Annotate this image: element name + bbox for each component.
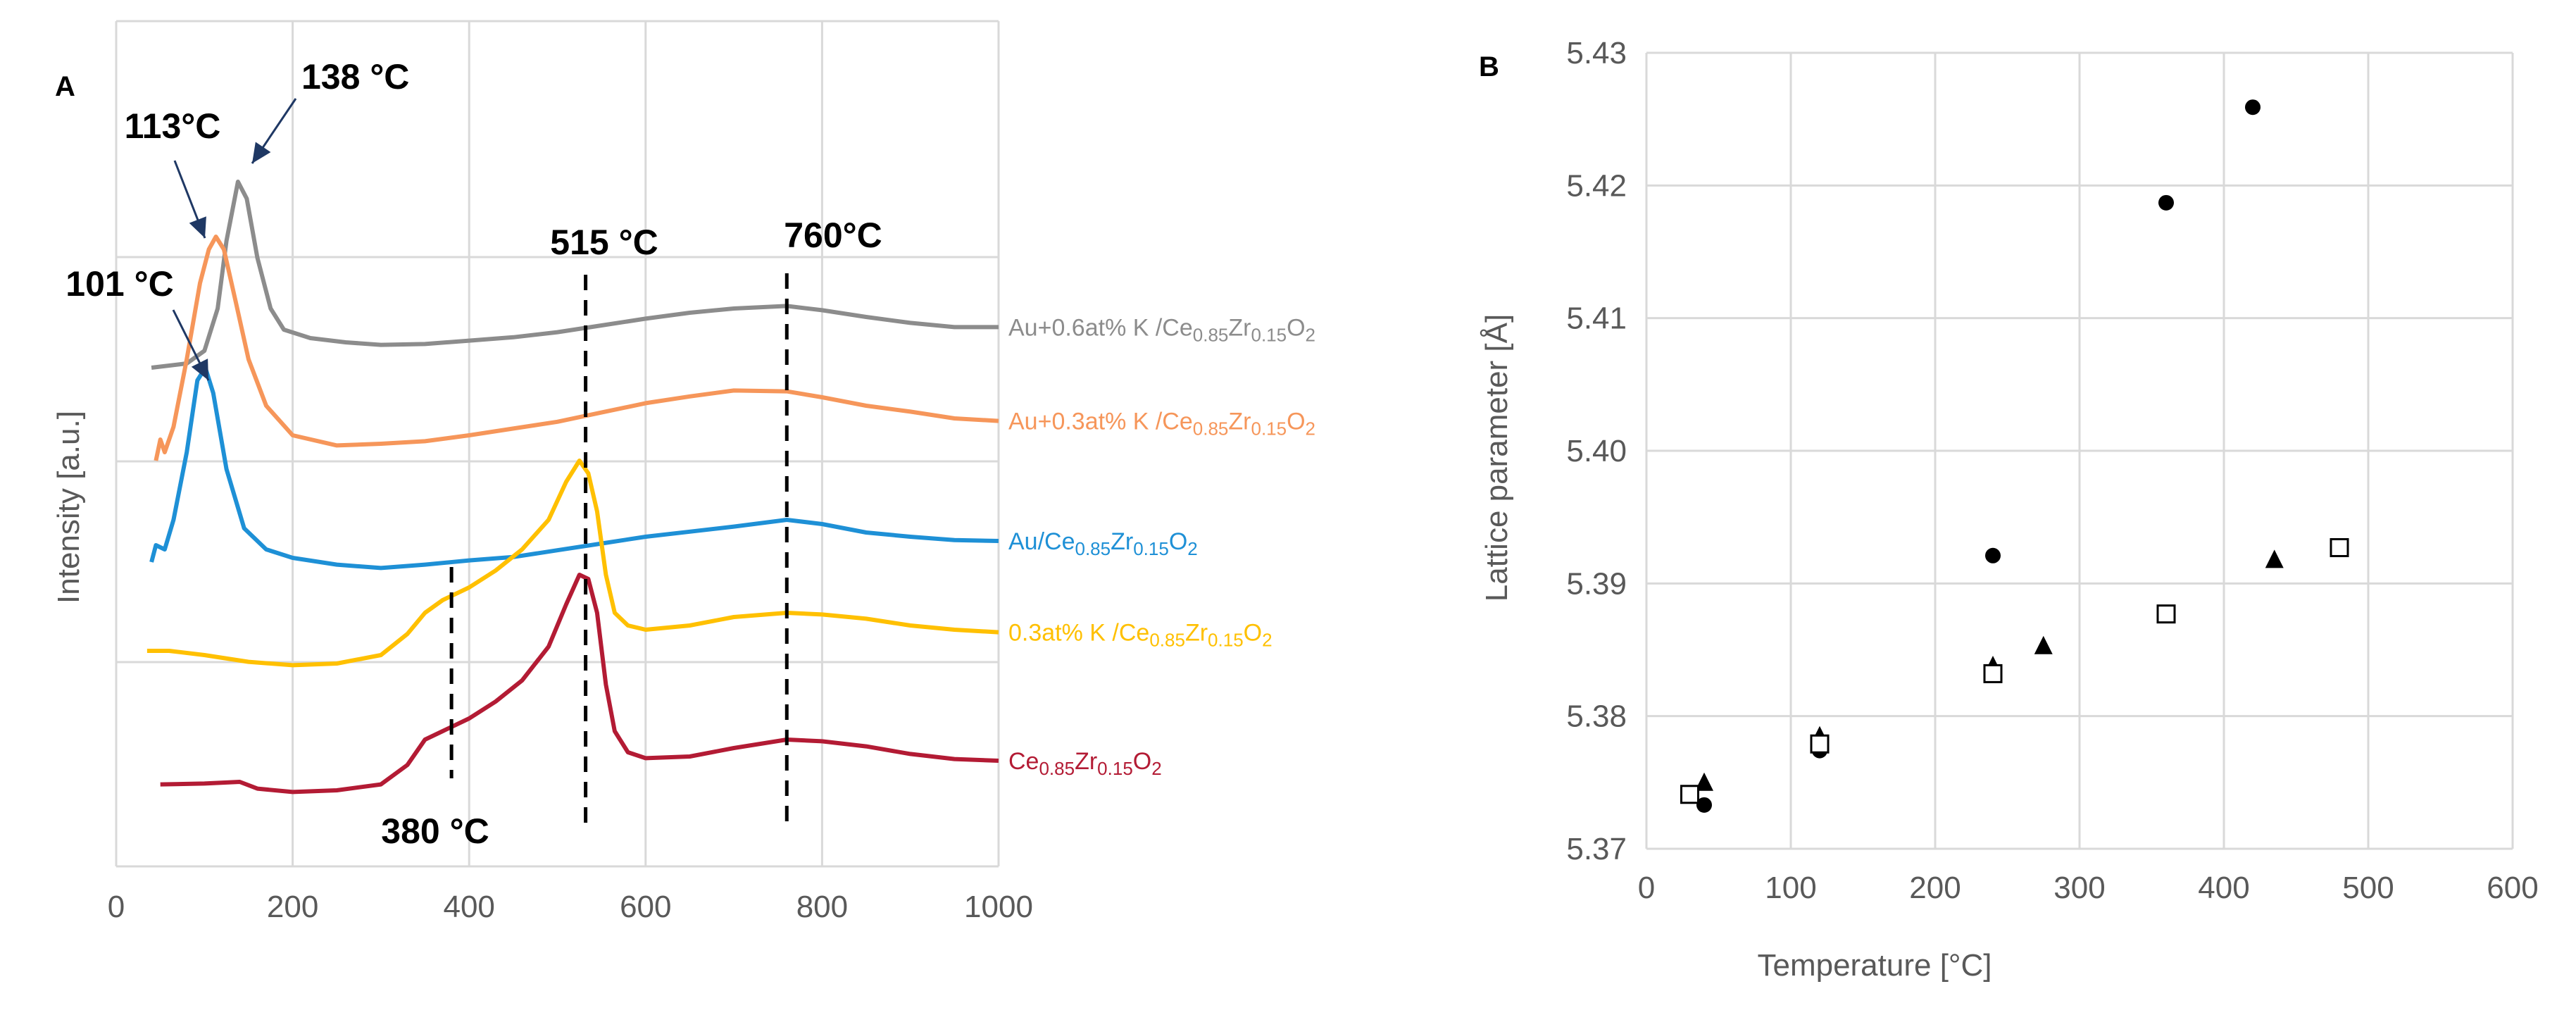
data-point-square bbox=[1810, 734, 1830, 754]
peak-annotation: 101 °C bbox=[65, 264, 173, 304]
peak-annotation: 113°C bbox=[125, 106, 221, 146]
series-label: Au+0.6at% K /Ce0.85Zr0.15O2 bbox=[1008, 314, 1315, 345]
data-point-square bbox=[1983, 664, 2003, 683]
panel-b: 0 100 200 300 400 500 600 5.37 5.38 5.39 5.40 5.41 5… bbox=[1479, 36, 2539, 983]
series-label: Au+0.3at% K /Ce0.85Zr0.15O2 bbox=[1008, 409, 1315, 440]
panel-a-x-ticks: 0 200 400 600 800 1000 bbox=[108, 890, 1033, 924]
panel-a-x-tick-label: 600 bbox=[620, 890, 671, 924]
panel-b-x-tick-label: 100 bbox=[1765, 871, 1816, 905]
series-label: Ce0.85Zr0.15O2 bbox=[1008, 748, 1162, 779]
panel-a-annotations: 138 °C 113°C 101 °C 515 °C 760°C 380 °C bbox=[65, 57, 882, 851]
panel-b-x-tick-label: 200 bbox=[1909, 871, 1961, 905]
data-point-triangle bbox=[2265, 549, 2284, 568]
panel-b-y-tick-label: 5.42 bbox=[1566, 168, 1627, 203]
panel-a-series-labels: Au+0.6at% K /Ce0.85Zr0.15O2 Au+0.3at% K /… bbox=[1008, 314, 1315, 778]
panel-b-y-tick-label: 5.43 bbox=[1566, 36, 1627, 70]
panel-a-reference-lines bbox=[449, 273, 789, 828]
peak-annotation: 138 °C bbox=[301, 57, 409, 96]
panel-b-y-axis-label: Lattice parameter [Å] bbox=[1480, 314, 1514, 602]
panel-b-y-tick-label: 5.39 bbox=[1566, 566, 1627, 601]
series-label: 0.3at% K /Ce0.85Zr0.15O2 bbox=[1008, 620, 1273, 651]
panel-a-curves bbox=[146, 180, 999, 795]
panel-a-x-tick-label: 200 bbox=[267, 890, 318, 924]
panel-a-x-tick-label: 400 bbox=[443, 890, 494, 924]
data-point-square bbox=[1680, 785, 1699, 804]
panel-a-letter: A bbox=[55, 71, 75, 102]
panel-b-y-tick-label: 5.40 bbox=[1566, 434, 1627, 468]
series-label: Au/Ce0.85Zr0.15O2 bbox=[1008, 528, 1198, 559]
panel-b-x-tick-label: 300 bbox=[2053, 871, 2105, 905]
panel-b-grid bbox=[1645, 51, 2514, 850]
data-point-square bbox=[2330, 537, 2349, 557]
data-point-circle bbox=[1696, 797, 1712, 813]
panel-b-y-tick-label: 5.41 bbox=[1566, 301, 1627, 336]
data-point-circle bbox=[1985, 547, 2001, 563]
panel-b-letter: B bbox=[1479, 51, 1499, 82]
panel-b-ticks: 0 100 200 300 400 500 600 5.37 5.38 5.39 5.40 5.41 5… bbox=[1566, 36, 2538, 905]
data-point-square bbox=[2156, 604, 2176, 624]
data-point-triangle bbox=[2034, 635, 2053, 654]
panel-a-x-tick-label: 800 bbox=[796, 890, 848, 924]
series-curve bbox=[149, 366, 999, 571]
data-point-triangle bbox=[1695, 772, 1713, 791]
data-point-circle bbox=[2245, 99, 2261, 116]
panel-a-x-tick-label: 0 bbox=[108, 890, 125, 924]
series-curve bbox=[146, 459, 999, 668]
series-curve bbox=[154, 235, 999, 461]
panel-b-x-tick-label: 600 bbox=[2487, 871, 2538, 905]
panel-b-y-tick-label: 5.37 bbox=[1566, 832, 1627, 866]
peak-annotation: 760°C bbox=[784, 216, 882, 255]
panel-b-y-tick-label: 5.38 bbox=[1566, 699, 1627, 734]
panel-a: 0 200 400 600 800 1000 138 °C 113°C 101 °C 515 °… bbox=[51, 20, 1315, 924]
series-curve bbox=[151, 180, 999, 370]
panel-b-x-tick-label: 500 bbox=[2342, 871, 2394, 905]
peak-annotation: 380 °C bbox=[381, 811, 489, 851]
panel-a-y-axis-label: Intensity [a.u.] bbox=[51, 411, 86, 604]
series-curve bbox=[160, 573, 999, 795]
panel-b-points bbox=[1680, 99, 2349, 813]
panel-a-grid bbox=[115, 20, 1000, 868]
panel-b-x-tick-label: 0 bbox=[1638, 871, 1655, 905]
peak-annotation: 515 °C bbox=[550, 223, 658, 262]
panel-b-x-axis-label: Temperature [°C] bbox=[1757, 948, 1992, 983]
arrow-head bbox=[189, 216, 206, 238]
data-point-circle bbox=[2158, 194, 2174, 211]
panel-a-x-tick-label: 1000 bbox=[964, 890, 1033, 924]
arrow-head bbox=[252, 142, 271, 163]
panel-b-x-tick-label: 400 bbox=[2198, 871, 2249, 905]
arrow-head bbox=[191, 359, 208, 380]
